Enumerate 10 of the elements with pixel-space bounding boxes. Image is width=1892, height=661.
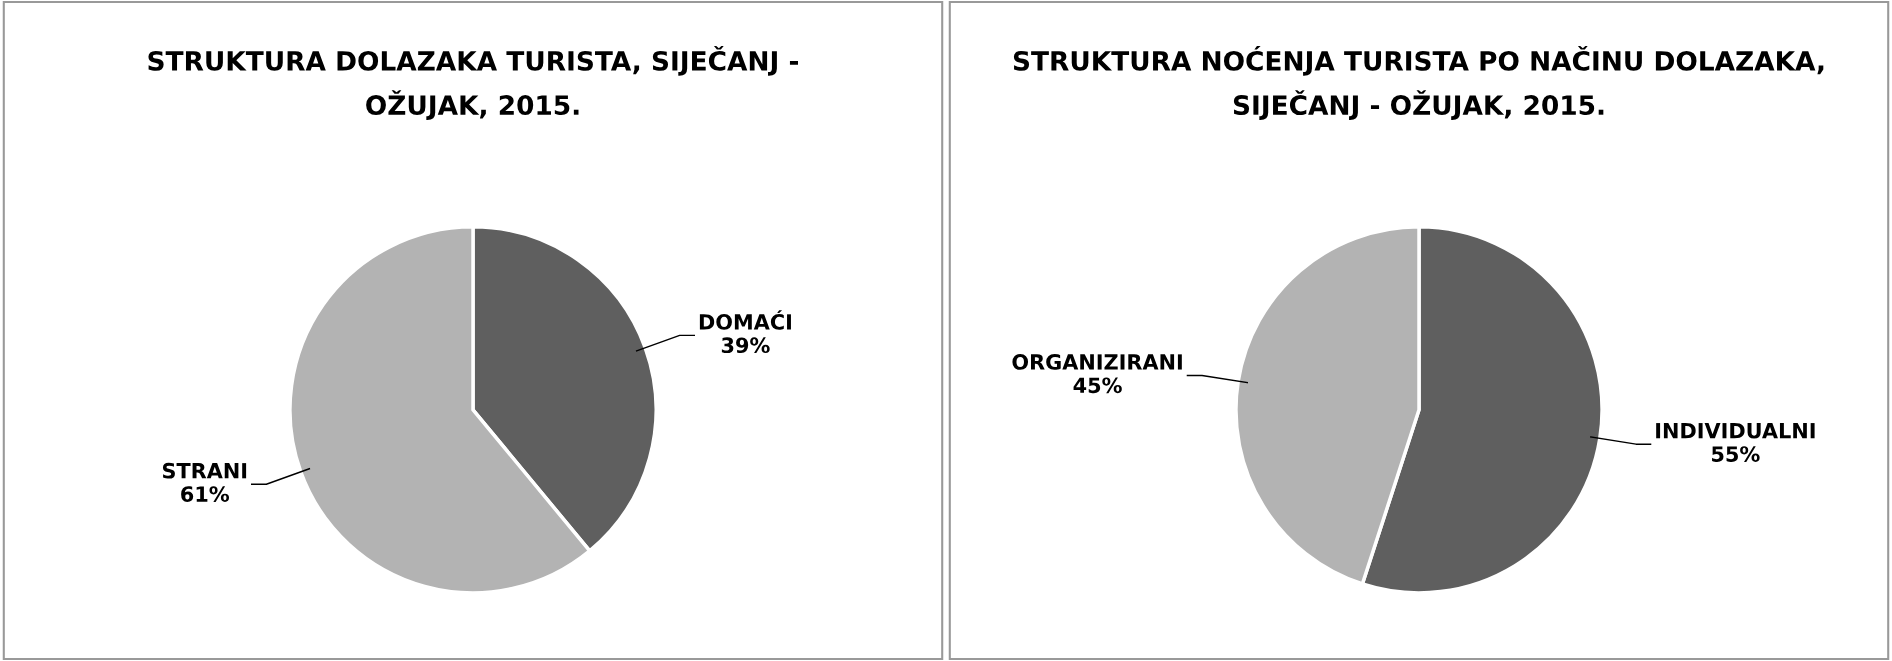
data-label: 39% [721, 337, 770, 354]
data-label: 45% [1073, 377, 1122, 394]
slice-label: INDIVIDUALNI [1656, 423, 1815, 439]
chart-title: STRUKTURA NOĆENJA TURISTA PO NAČINU DOLAZAKA, SIJEČANJ - OŽUJAK, 2015. [1013, 46, 1824, 120]
slice-label: ORGANIZIRANI [1012, 354, 1182, 370]
data-label: 61% [181, 486, 230, 502]
chart-title: STRUKTURA DOLAZAKA TURISTA, SIJEČANJ - OŽUJAK, 2015. [148, 46, 799, 120]
slice-label: STRANI [162, 462, 247, 479]
slice-label: DOMAĆI [699, 310, 791, 330]
data-label: 55% [1712, 446, 1760, 462]
